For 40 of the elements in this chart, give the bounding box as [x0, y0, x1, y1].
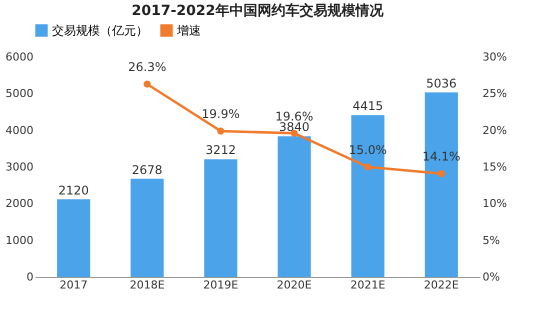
point	[144, 80, 151, 88]
chart-title: 2017-2022年中国网约车交易规模情况	[132, 2, 384, 19]
x-tick-label: 2021E	[350, 278, 386, 292]
y2-tick-label: 15%	[482, 160, 507, 174]
x-tick-label: 2018E	[130, 278, 165, 292]
x-tick-label: 2019E	[203, 278, 238, 292]
bar	[57, 199, 90, 277]
data-label: 2678	[132, 162, 162, 177]
data-label: 2120	[58, 183, 89, 198]
point	[438, 170, 445, 178]
bar	[278, 136, 311, 277]
data-label: 26.3%	[128, 60, 166, 74]
legend-label: 增速	[176, 24, 201, 38]
x-tick-label: 2022E	[424, 278, 459, 292]
y-tick-label: 3000	[6, 160, 34, 174]
y2-tick-label: 5%	[482, 234, 500, 247]
y2-tick-label: 30%	[482, 50, 507, 64]
point	[364, 163, 372, 171]
y2-tick-label: 10%	[482, 197, 507, 210]
point	[217, 128, 224, 135]
x-tick-label: 2020E	[276, 278, 312, 292]
data-label: 3212	[205, 143, 236, 158]
legend-label: 交易规模（亿元）	[52, 24, 148, 38]
data-label: 5036	[426, 76, 457, 90]
y2-tick-label: 25%	[482, 87, 507, 100]
bar	[351, 115, 384, 277]
y-tick-label: 6000	[6, 50, 34, 64]
x-tick-label: 2017	[60, 278, 88, 292]
y-tick-label: 4000	[6, 124, 34, 137]
data-label: 4415	[352, 99, 384, 114]
y2-tick-label: 20%	[482, 124, 507, 137]
y-tick-label: 0	[26, 270, 34, 284]
bar	[204, 159, 238, 277]
bar	[130, 178, 164, 277]
y-tick-label: 2000	[6, 197, 34, 210]
y2-tick-label: 0%	[482, 270, 500, 284]
bar	[424, 92, 458, 277]
y-tick-label: 5000	[6, 87, 34, 100]
data-label: 19.9%	[202, 107, 240, 122]
y-tick-label: 1000	[6, 234, 34, 247]
